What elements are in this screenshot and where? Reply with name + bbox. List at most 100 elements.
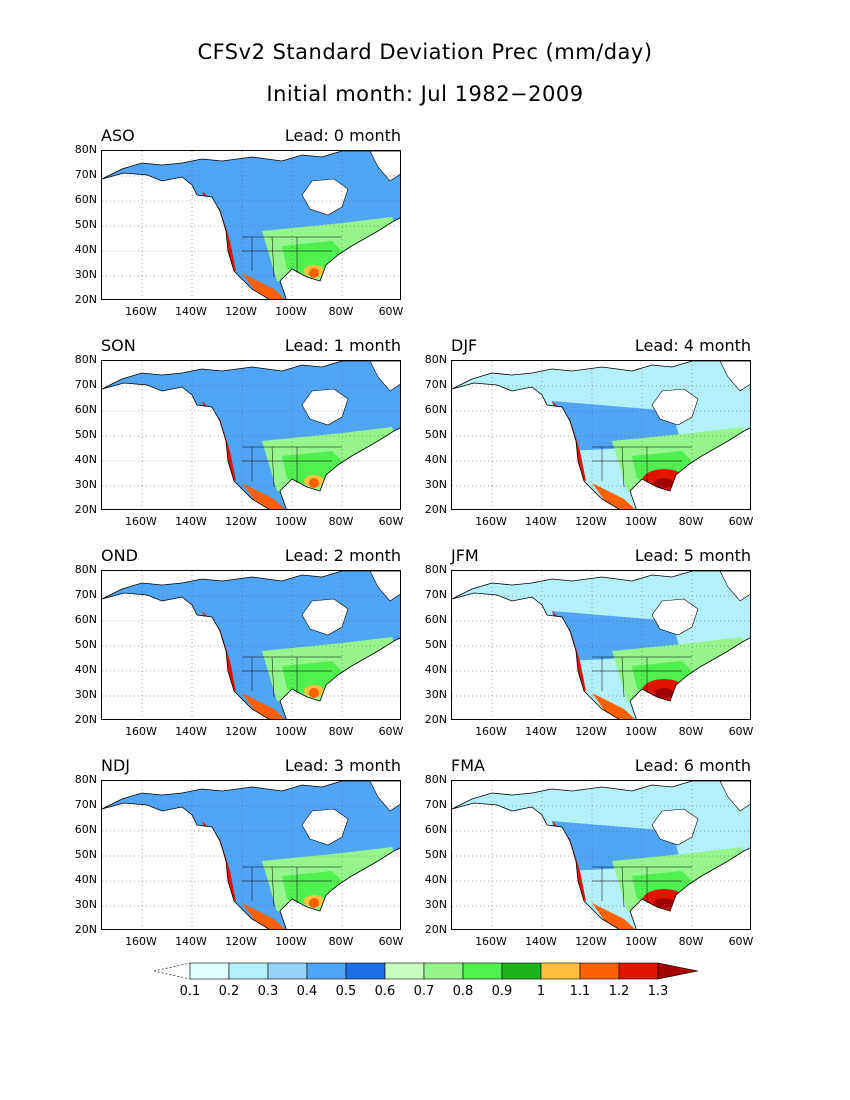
x-tick-label: 120W <box>575 725 607 738</box>
x-tick-label: 60W <box>728 725 754 738</box>
map-area <box>101 570 401 720</box>
panel-season-label: OND <box>101 546 138 565</box>
precip-map <box>452 571 750 719</box>
x-tick-label: 60W <box>728 935 754 948</box>
precip-map <box>102 781 400 929</box>
y-tick-label: 70N <box>424 378 447 391</box>
x-tick-label: 140W <box>175 515 207 528</box>
x-tick-label: 100W <box>625 515 657 528</box>
y-tick-label: 30N <box>74 268 97 281</box>
y-tick-label: 60N <box>424 613 447 626</box>
map-area <box>101 150 401 300</box>
x-tick-label: 160W <box>125 305 157 318</box>
panel-season-label: FMA <box>451 756 485 775</box>
y-tick-label: 20N <box>74 293 97 306</box>
title-line-2: Initial month: Jul 1982−2009 <box>266 82 584 106</box>
y-tick-label: 40N <box>74 453 97 466</box>
y-tick-label: 40N <box>424 663 447 676</box>
y-tick-label: 40N <box>424 873 447 886</box>
colorbar-tick-label: 0.9 <box>491 984 513 999</box>
map-area <box>101 360 401 510</box>
x-tick-label: 100W <box>625 935 657 948</box>
y-tick-label: 80N <box>424 773 447 786</box>
precip-map <box>102 571 400 719</box>
x-tick-label: 60W <box>378 515 404 528</box>
precip-map <box>452 781 750 929</box>
precip-map <box>102 151 400 299</box>
x-tick-label: 80W <box>328 935 354 948</box>
x-tick-label: 140W <box>525 935 557 948</box>
panel-season-label: ASO <box>101 126 135 145</box>
y-tick-label: 40N <box>74 243 97 256</box>
colorbar-tick-label: 0.1 <box>179 984 201 999</box>
x-tick-label: 80W <box>678 515 704 528</box>
colorbar-tick-label: 1.3 <box>647 984 669 999</box>
map-area <box>451 780 751 930</box>
x-tick-label: 140W <box>525 725 557 738</box>
panel-lead-label: Lead: 5 month <box>634 546 751 565</box>
y-tick-label: 40N <box>424 453 447 466</box>
x-tick-label: 100W <box>275 305 307 318</box>
colorbar-tick-label: 0.5 <box>335 984 357 999</box>
map-panel-jfm: JFM Lead: 5 month 80N 70N 60N 50N 40N 30N 20N 160… <box>425 546 754 760</box>
x-tick-label: 120W <box>225 935 257 948</box>
x-tick-label: 160W <box>125 515 157 528</box>
x-tick-label: 80W <box>328 305 354 318</box>
colorbar-tick-label: 0.3 <box>257 984 279 999</box>
x-tick-label: 120W <box>225 515 257 528</box>
y-tick-label: 80N <box>74 143 97 156</box>
y-tick-label: 30N <box>424 478 447 491</box>
map-panel-fma: FMA Lead: 6 month 80N 70N 60N 50N 40N 30N 20N 160… <box>425 756 754 970</box>
x-tick-label: 100W <box>625 725 657 738</box>
y-tick-label: 60N <box>424 823 447 836</box>
y-tick-label: 80N <box>74 563 97 576</box>
y-tick-label: 50N <box>424 428 447 441</box>
y-tick-label: 20N <box>424 713 447 726</box>
colorbar-tick-label: 0.2 <box>218 984 240 999</box>
panel-lead-label: Lead: 0 month <box>284 126 401 145</box>
map-area <box>101 780 401 930</box>
x-tick-label: 80W <box>678 935 704 948</box>
y-tick-label: 20N <box>74 713 97 726</box>
panel-lead-label: Lead: 2 month <box>284 546 401 565</box>
y-tick-label: 70N <box>74 588 97 601</box>
panel-season-label: DJF <box>451 336 478 355</box>
y-tick-label: 60N <box>74 613 97 626</box>
y-tick-label: 50N <box>74 638 97 651</box>
y-tick-label: 60N <box>74 193 97 206</box>
panel-season-label: NDJ <box>101 756 131 775</box>
y-tick-label: 80N <box>74 773 97 786</box>
y-tick-label: 20N <box>74 923 97 936</box>
x-tick-label: 160W <box>125 725 157 738</box>
map-panel-son: SON Lead: 1 month 80N 70N 60N 50N 40N 30N 20N 160… <box>75 336 404 550</box>
y-tick-label: 30N <box>74 688 97 701</box>
y-tick-label: 50N <box>424 848 447 861</box>
colorbar-tick-label: 1.1 <box>569 984 591 999</box>
panel-lead-label: Lead: 1 month <box>284 336 401 355</box>
y-tick-label: 20N <box>74 503 97 516</box>
y-tick-label: 30N <box>424 688 447 701</box>
panel-season-label: SON <box>101 336 136 355</box>
y-tick-label: 30N <box>424 898 447 911</box>
y-tick-label: 20N <box>424 923 447 936</box>
x-tick-label: 80W <box>328 515 354 528</box>
x-tick-label: 140W <box>175 725 207 738</box>
x-tick-label: 60W <box>728 515 754 528</box>
x-tick-label: 160W <box>475 935 507 948</box>
x-tick-label: 60W <box>378 725 404 738</box>
y-tick-label: 50N <box>74 218 97 231</box>
panel-lead-label: Lead: 4 month <box>634 336 751 355</box>
colorbar-tick-label: 0.4 <box>296 984 318 999</box>
y-tick-label: 70N <box>74 378 97 391</box>
y-tick-label: 60N <box>74 823 97 836</box>
colorbar-tick-label: 0.7 <box>413 984 435 999</box>
y-tick-label: 50N <box>74 848 97 861</box>
x-tick-label: 120W <box>225 305 257 318</box>
y-tick-label: 70N <box>74 798 97 811</box>
x-tick-label: 160W <box>475 515 507 528</box>
panel-lead-label: Lead: 3 month <box>284 756 401 775</box>
x-tick-label: 120W <box>575 515 607 528</box>
x-tick-label: 120W <box>575 935 607 948</box>
x-tick-label: 120W <box>225 725 257 738</box>
x-tick-label: 140W <box>175 305 207 318</box>
